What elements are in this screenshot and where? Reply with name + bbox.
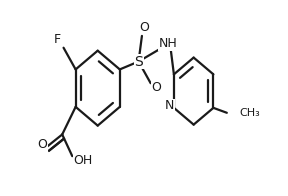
- Text: N: N: [165, 99, 175, 112]
- Text: S: S: [134, 54, 143, 69]
- Text: OH: OH: [73, 154, 93, 167]
- Text: F: F: [53, 33, 60, 46]
- Text: O: O: [139, 21, 149, 34]
- Text: CH₃: CH₃: [239, 108, 260, 118]
- Text: NH: NH: [159, 37, 177, 50]
- Text: O: O: [37, 138, 47, 151]
- Text: O: O: [152, 81, 162, 94]
